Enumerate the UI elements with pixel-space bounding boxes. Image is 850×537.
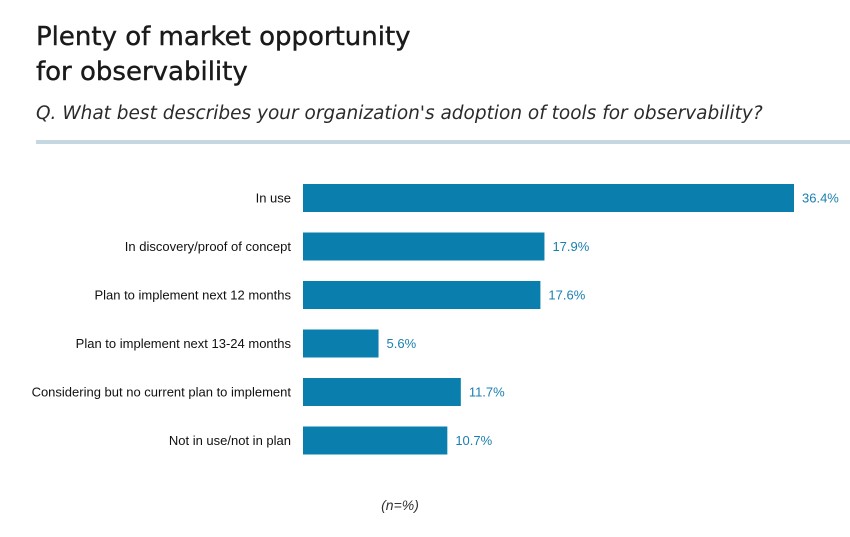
value-label-not-in-use-not-in-plan: 10.7% (455, 433, 492, 448)
category-label-in-use: In use (256, 191, 291, 206)
sample-footnote: (n=%) (381, 497, 419, 513)
category-label-plan-to-implement-next-12-months: Plan to implement next 12 months (94, 288, 291, 303)
chart-title-line-2: for observability (36, 57, 248, 87)
category-label-not-in-use-not-in-plan: Not in use/not in plan (169, 433, 291, 448)
bar-chart: In use 36.4% In discovery/proof of concept… (32, 184, 839, 455)
bar-not-in-use-not-in-plan (303, 426, 448, 455)
value-label-plan-to-implement-next-13-24-months: 5.6% (387, 336, 417, 351)
bar-plan-to-implement-next-13-24-months (303, 329, 379, 358)
chart-title: Plenty of market opportunity for observa… (36, 20, 636, 90)
bar-in-use (303, 184, 794, 212)
category-label-considering-but-no-current-plan-to-implement: Considering but no current plan to imple… (32, 385, 292, 400)
value-label-in-use: 36.4% (802, 191, 839, 206)
bar-in-discovery-proof-of-concept (303, 232, 545, 261)
chart-title-line-1: Plenty of market opportunity (36, 22, 411, 52)
survey-question: Q. What best describes your organization… (36, 103, 763, 124)
header-divider (36, 140, 850, 144)
bar-plan-to-implement-next-12-months (303, 281, 541, 309)
category-label-in-discovery-proof-of-concept: In discovery/proof of concept (125, 239, 292, 254)
value-label-in-discovery-proof-of-concept: 17.9% (552, 239, 589, 254)
value-label-plan-to-implement-next-12-months: 17.6% (548, 288, 585, 303)
value-label-considering-but-no-current-plan-to-implement: 11.7% (469, 385, 505, 400)
category-label-plan-to-implement-next-13-24-months: Plan to implement next 13-24 months (76, 336, 292, 351)
bar-considering-but-no-current-plan-to-implement (303, 378, 461, 406)
